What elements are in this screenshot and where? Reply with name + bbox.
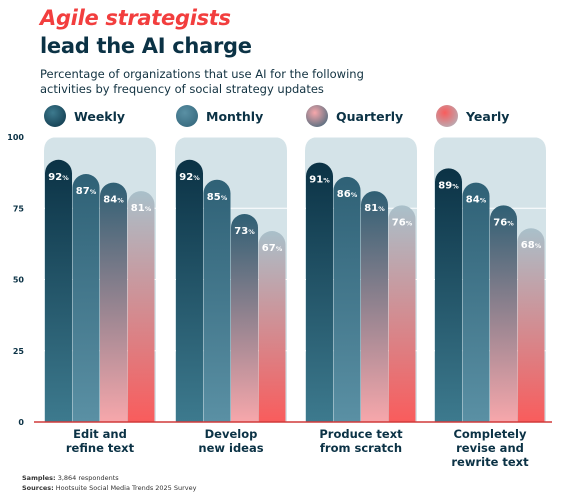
bar-monthly-0	[72, 174, 100, 422]
data-label-yearly-3: 68%	[521, 240, 542, 251]
bar-weekly-1	[176, 159, 203, 423]
legend-swatch-quarterly	[306, 105, 328, 127]
bar-weekly-0	[45, 159, 72, 423]
y-tick-label: 25	[13, 347, 25, 356]
title-line-2: lead the AI charge	[40, 34, 252, 58]
data-label-weekly-3: 89%	[438, 180, 459, 191]
sources-value: Hootsuite Social Media Trends 2025 Surve…	[55, 484, 197, 492]
data-label-weekly-0: 92%	[48, 172, 69, 183]
bar-quarterly-0	[100, 182, 127, 422]
data-label-monthly-1: 85%	[207, 192, 228, 203]
legend-label-weekly: Weekly	[74, 108, 126, 124]
samples-value: 3,864 respondents	[57, 474, 119, 482]
legend: Weekly Monthly Quarterly Yearly	[44, 104, 564, 128]
bar-yearly-2	[388, 205, 416, 422]
bar-chart: 0 25 50 75 100 92% 92% 91% 89% 87% 85% 86% 84% 84% 73%…	[7, 133, 552, 469]
legend-swatch-yearly	[436, 105, 458, 127]
bar-quarterly-1	[231, 213, 258, 422]
y-tick-label: 75	[13, 204, 25, 213]
data-label-quarterly-0: 84%	[103, 195, 124, 206]
data-label-weekly-1: 92%	[179, 172, 200, 183]
legend-label-yearly: Yearly	[466, 108, 510, 124]
bar-monthly-1	[203, 179, 231, 422]
legend-item-yearly: Yearly	[436, 104, 509, 128]
x-category-label-2: Produce text from scratch	[319, 427, 403, 455]
data-label-quarterly-1: 73%	[234, 226, 255, 237]
data-label-weekly-2: 91%	[309, 175, 330, 186]
data-label-monthly-0: 87%	[76, 186, 97, 197]
subtitle: Percentage of organizations that use AI …	[40, 67, 364, 96]
bar-quarterly-3	[490, 205, 517, 422]
title-line-1: Agile strategists	[40, 6, 231, 30]
y-tick-label: 100	[7, 133, 24, 142]
legend-item-weekly: Weekly	[44, 104, 125, 128]
data-label-monthly-3: 84%	[466, 195, 487, 206]
legend-swatch-weekly	[44, 105, 66, 127]
x-category-label-0: Edit and refine text	[66, 427, 135, 455]
data-label-monthly-2: 86%	[337, 189, 358, 200]
x-category-label-1: Develop new ideas	[198, 427, 263, 455]
bar-weekly-2	[306, 162, 333, 422]
x-category-label-3: Completely revise and rewrite text	[451, 427, 529, 469]
footnote-sources: Sources: Hootsuite Social Media Trends 2…	[22, 484, 197, 493]
y-tick-label: 0	[18, 418, 24, 427]
footnote-samples: Samples: 3,864 respondents	[22, 474, 119, 483]
legend-item-quarterly: Quarterly	[306, 104, 403, 128]
bar-yearly-1	[258, 231, 286, 422]
bar-monthly-3	[462, 182, 490, 422]
legend-label-monthly: Monthly	[206, 108, 264, 124]
legend-item-monthly: Monthly	[176, 104, 263, 128]
bar-yearly-0	[127, 191, 155, 422]
data-label-yearly-2: 76%	[392, 217, 413, 228]
legend-label-quarterly: Quarterly	[336, 108, 404, 124]
data-label-quarterly-2: 81%	[364, 203, 385, 214]
bar-weekly-3	[435, 168, 462, 422]
y-tick-label: 50	[13, 276, 25, 285]
legend-swatch-monthly	[176, 105, 198, 127]
data-label-quarterly-3: 76%	[493, 217, 514, 228]
bar-monthly-2	[333, 176, 361, 422]
samples-label: Samples:	[22, 474, 56, 482]
data-label-yearly-0: 81%	[131, 203, 152, 214]
sources-label: Sources:	[22, 484, 54, 492]
data-label-yearly-1: 67%	[262, 243, 283, 254]
bar-quarterly-2	[361, 191, 388, 422]
bar-yearly-3	[517, 228, 545, 422]
